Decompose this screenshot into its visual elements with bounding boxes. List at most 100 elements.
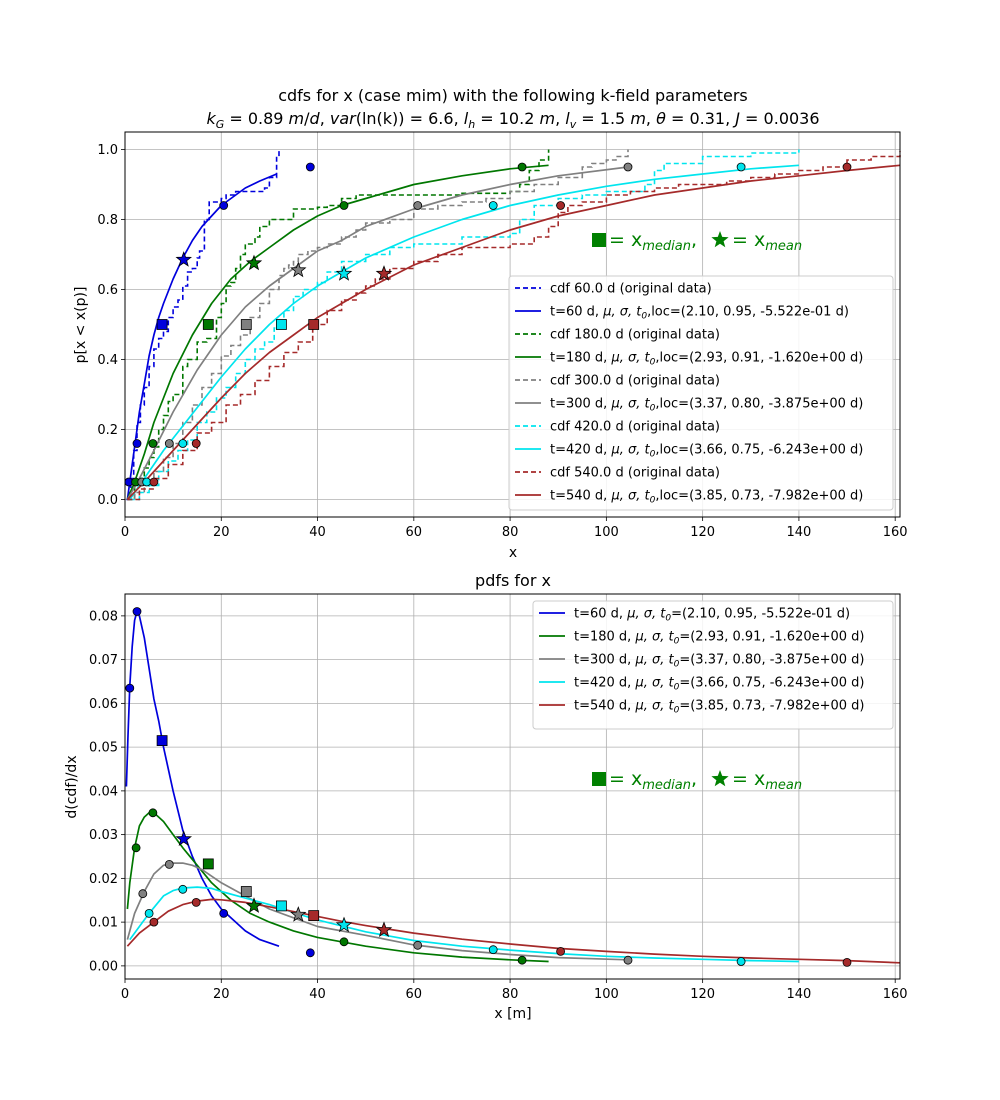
note-sub: median: [642, 778, 691, 793]
pdf-legend: t=60 d, μ, σ, t0=(2.10, 0.95, -5.522e-01…: [532, 600, 894, 730]
pdf-panel: 0 20 40 60 80 100 120 140 160 0.00 0.01 0.02 0.03 0.0…: [64, 593, 908, 1022]
pdf-percentile-marker-t300: [413, 940, 423, 950]
cdf-subtitle: kG = 0.89 m/d, var(ln(k)) = 6.6, lh = 10…: [206, 109, 819, 131]
legend-label-post: =(3.37, 0.80, -3.875e+00 d): [679, 653, 864, 668]
legend-label-sub: 0: [674, 637, 680, 647]
cdf-legend-label: t=60 d, μ, σ, t0,loc=(2.10, 0.95, -5.522…: [550, 305, 849, 322]
cdf-median-marker-t540: [308, 319, 320, 330]
legend-label-pre: t=540 d,: [574, 699, 635, 714]
pdf-median-marker-t180: [202, 858, 214, 870]
pdf-median-marker-t540: [308, 910, 320, 921]
cdf-title: cdfs for x (case mim) with the following…: [278, 86, 748, 105]
pdf-note-star-icon: [711, 770, 729, 787]
pdf-ytick-label: 0.08: [89, 609, 118, 624]
legend-label-pre: t=180 d,: [574, 630, 635, 645]
pdf-ytick-label: 0.07: [89, 653, 118, 668]
pdf-percentile-marker-t420: [178, 884, 188, 894]
cdf-ytick-label: 0.6: [97, 283, 118, 298]
pdf-marks: [125, 607, 852, 967]
legend-label-math: μ, σ, t: [634, 630, 674, 645]
cdf-panel: 0 20 40 60 80 100 120 140 1600.00.20.40.60.81.0 …: [73, 131, 908, 561]
cdf-percentile-marker-t540: [842, 162, 852, 172]
cdf-xtick-label: 0: [121, 525, 129, 540]
note-comma: ,: [691, 768, 697, 790]
pdf-percentile-marker-t300: [138, 889, 148, 899]
legend-label-post: =(3.66, 0.75, -6.243e+00 d): [679, 676, 864, 691]
cdf-xtick-label: 160: [883, 525, 908, 540]
pdf-xtick-label: 20: [213, 987, 230, 1002]
cdf-percentile-marker-t300: [413, 201, 423, 210]
pdf-ytick-label: 0.02: [89, 872, 118, 887]
pdf-median-marker-t420: [275, 900, 287, 912]
cdf-mean-marker-t60: [175, 251, 193, 267]
legend-label-sub: 0: [674, 706, 680, 716]
cdf-percentile-marker-t420: [178, 439, 188, 448]
pdf-percentile-marker-t180: [339, 937, 349, 947]
cdf-legend-label: cdf 420.0 d (original data): [550, 420, 720, 435]
note-sub: median: [642, 239, 691, 254]
cdf-legend-box: [508, 275, 894, 511]
cdf-ytick-label: 0.0: [97, 493, 118, 508]
pdf-xtick-label: 160: [883, 987, 908, 1002]
cdf-xtick-label: 140: [786, 525, 811, 540]
pdf-percentile-marker-t60: [125, 683, 135, 693]
legend-label-pre: t=60 d,: [574, 607, 627, 622]
cdf-median-marker-t180: [202, 319, 214, 330]
cdf-legend-label: cdf 300.0 d (original data): [550, 374, 720, 389]
pdf-ytick-label: 0.04: [89, 784, 118, 799]
cdf-ytick-label: 0.4: [97, 353, 118, 368]
cdf-ytick-label: 0.8: [97, 213, 118, 228]
cdf-percentile-marker-t420: [488, 201, 498, 210]
pdf-mean-marker-t300: [290, 906, 307, 922]
note-comma: ,: [691, 229, 697, 251]
pdf-legend-label: t=540 d, μ, σ, t0=(3.85, 0.73, -7.982e+0…: [574, 699, 865, 716]
pdf-median-marker-t300: [240, 886, 252, 897]
cdf-percentile-marker-t180: [517, 162, 527, 172]
cdf-percentile-marker-t180: [148, 439, 158, 448]
cdf-median-marker-t60: [156, 319, 168, 330]
pdf-legend-label: t=420 d, μ, σ, t0=(3.66, 0.75, -6.243e+0…: [574, 676, 865, 693]
cdf-data-line-t540: [127, 151, 901, 501]
cdf-legend-label: cdf 180.0 d (original data): [550, 328, 720, 343]
cdf-percentile-marker-t60: [305, 162, 315, 172]
cdf-note-square-icon: [592, 233, 606, 247]
cdf-legend-label: t=540 d, μ, σ, t0,loc=(3.85, 0.73, -7.98…: [550, 489, 863, 506]
pdf-curves: [125, 610, 901, 964]
pdf-percentile-marker-t60: [132, 607, 142, 616]
pdf-percentile-marker-t420: [488, 945, 498, 955]
note-eq: = x: [609, 229, 642, 251]
legend-label-math: μ, σ, t: [610, 489, 650, 504]
legend-label-post: ,loc=(3.66, 0.75, -6.243e+00 d): [655, 443, 863, 458]
pdf-median-mean-note: = xmedian, = xmean: [592, 768, 802, 793]
cdf-percentile-marker-t300: [164, 439, 174, 448]
cdf-legend-label: cdf 540.0 d (original data): [550, 466, 720, 481]
cdf-note-star-icon: [711, 231, 729, 248]
legend-label-pre: t=60 d,: [550, 305, 603, 320]
legend-label-pre: t=300 d,: [550, 397, 611, 412]
cdf-median-marker-t300: [240, 319, 252, 330]
cdf-data-line-t420: [129, 149, 800, 501]
cdf-xlabel: x: [509, 545, 517, 561]
cdf-fit-line-t60: [126, 173, 277, 500]
pdf-percentile-marker-t420: [736, 957, 746, 966]
legend-label-post: ,loc=(3.85, 0.73, -7.982e+00 d): [655, 489, 863, 504]
cdf-percentile-marker-t540: [191, 439, 201, 448]
cdf-xtick-label: 60: [406, 525, 423, 540]
pdf-percentile-marker-t180: [517, 955, 527, 965]
legend-label-post: =(3.85, 0.73, -7.982e+00 d): [679, 699, 864, 714]
cdf-xtick-label: 40: [309, 525, 326, 540]
pdf-note-square-icon: [592, 772, 606, 786]
pdf-note-mean-text: = xmean: [732, 768, 802, 793]
pdf-legend-label: t=60 d, μ, σ, t0=(2.10, 0.95, -5.522e-01…: [574, 607, 850, 624]
pdf-mean-marker-t540: [375, 921, 393, 938]
pdf-percentile-marker-t300: [164, 860, 174, 869]
pdf-percentile-marker-t540: [842, 958, 852, 967]
legend-label-sub: 0: [650, 404, 656, 414]
pdf-mean-marker-t180: [245, 897, 263, 913]
cdf-percentile-marker-t60: [219, 201, 229, 210]
legend-label-math: μ, σ, t: [626, 607, 666, 622]
legend-label-sub: 0: [674, 660, 680, 670]
legend-label-pre: t=420 d,: [574, 676, 635, 691]
legend-label-sub: 0: [650, 496, 656, 506]
